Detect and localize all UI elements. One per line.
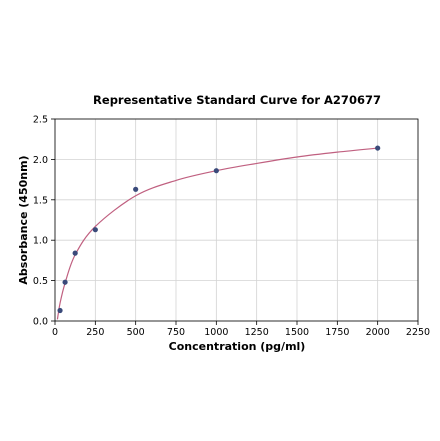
x-tick-label: 1250 [245,327,269,338]
y-tick-label: 0.5 [33,276,48,287]
x-tick-label: 2250 [406,327,430,338]
chart-title: Representative Standard Curve for A27067… [93,93,381,107]
y-axis-ticks: 0.0 0.5 1.0 1.5 2.0 2.5 [33,115,55,328]
data-points-layer [57,145,381,314]
data-point [92,227,98,233]
x-axis-ticks: 0 250 500 750 1000 1250 1500 1750 2000 2250 [52,321,430,338]
y-tick-label: 1.5 [33,195,48,206]
x-tick-label: 1000 [204,327,228,338]
y-axis-label: Absorbance (450nm) [17,155,30,284]
x-axis-label: Concentration (pg/ml) [169,340,306,353]
data-point [375,145,381,151]
data-point [133,186,139,192]
x-tick-label: 0 [52,327,58,338]
y-tick-label: 2.0 [33,155,48,166]
x-tick-label: 1500 [285,327,309,338]
y-tick-label: 2.5 [33,115,48,126]
x-tick-label: 750 [167,327,185,338]
data-point [213,168,219,174]
x-tick-label: 2000 [366,327,390,338]
fit-curve-layer [56,147,378,320]
y-tick-label: 0.0 [33,317,48,328]
data-point [57,307,63,314]
data-point [62,279,68,285]
plot-frame [54,118,419,322]
x-tick-label: 500 [127,327,145,338]
data-point [72,250,78,256]
x-tick-label: 1750 [325,327,349,338]
x-tick-label: 250 [86,327,104,338]
y-tick-label: 1.0 [33,236,48,247]
fit-curve [56,147,378,320]
